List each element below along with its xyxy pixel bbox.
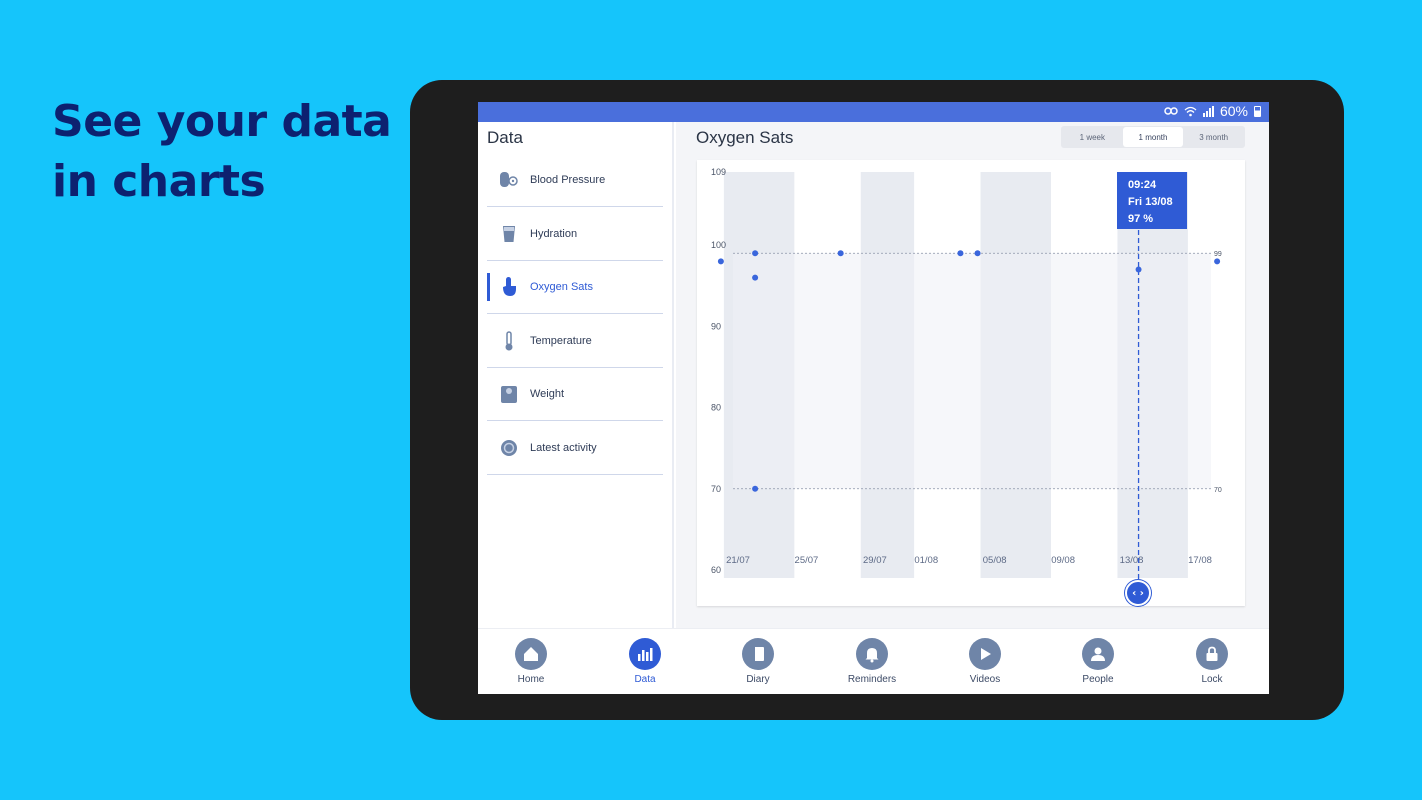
play-icon: [969, 638, 1001, 670]
x-tick-label: 13/08: [1120, 555, 1144, 566]
nav-videos[interactable]: Videos: [945, 638, 1025, 685]
data-point: [1214, 258, 1221, 265]
status-bar: 60%: [478, 102, 1269, 122]
headline-line-2: in charts: [52, 156, 266, 207]
sidebar-item-blood-pressure[interactable]: Blood Pressure: [487, 154, 663, 207]
sidebar-item-hydration[interactable]: Hydration: [487, 208, 663, 261]
nav-label: Data: [634, 674, 656, 685]
nav-diary[interactable]: Diary: [718, 638, 798, 685]
x-tick-label: 17/08: [1188, 555, 1212, 566]
nav-people[interactable]: People: [1058, 638, 1138, 685]
nav-label: Home: [517, 674, 545, 685]
tooltip-time: 09:24: [1128, 179, 1157, 191]
chart-svg: 109 100 90 80 70 60 99 70 21/07 25/07 29/07 01/08 05…: [711, 167, 1222, 580]
battery-percent: 60%: [1219, 103, 1248, 119]
nav-reminders[interactable]: Reminders: [832, 638, 912, 685]
finger-icon: [498, 276, 520, 298]
nav-label: Videos: [969, 674, 1001, 685]
range-selector: 1 week 1 month 3 month: [1061, 126, 1245, 148]
sidebar-item-label: Oxygen Sats: [530, 281, 593, 293]
x-tick-label: 29/07: [863, 555, 887, 566]
y-tick-label: 80: [711, 403, 721, 413]
data-point: [717, 258, 724, 265]
range-1-month[interactable]: 1 month: [1122, 127, 1184, 147]
diary-icon: [742, 638, 774, 670]
y-tick-label: 70: [711, 484, 721, 494]
battery-icon: [1254, 105, 1261, 117]
data-sidebar: Data Blood Pressure Hydration Oxygen Sat…: [478, 122, 674, 628]
x-tick-label: 21/07: [726, 555, 750, 566]
nav-home[interactable]: Home: [491, 638, 571, 685]
glass-icon: [498, 223, 520, 245]
reference-line-label: 99: [1214, 251, 1222, 258]
y-tick-label: 90: [711, 321, 721, 331]
data-point: [752, 485, 759, 492]
y-tick-label: 109: [711, 167, 726, 177]
wifi-icon: [1184, 106, 1197, 116]
sidebar-item-oxygen-sats[interactable]: Oxygen Sats: [487, 261, 663, 314]
signal-icon: [1202, 105, 1214, 117]
sidebar-title: Data: [487, 128, 523, 147]
nav-label: Reminders: [847, 674, 897, 685]
lock-icon: [1196, 638, 1228, 670]
chart-icon: [629, 638, 661, 670]
bell-icon: [856, 638, 888, 670]
data-point: [957, 250, 964, 257]
scale-icon: [498, 383, 520, 405]
sidebar-item-weight[interactable]: Weight: [487, 368, 663, 421]
reference-line-label: 70: [1214, 487, 1222, 494]
person-icon: [1082, 638, 1114, 670]
sidebar-item-label: Hydration: [530, 228, 578, 240]
sidebar-item-label: Latest activity: [530, 442, 597, 454]
thermometer-icon: [498, 330, 520, 352]
vpn-key-icon: [1164, 107, 1178, 115]
tooltip-value: 97 %: [1128, 213, 1154, 225]
nav-label: Lock: [1201, 674, 1223, 685]
nav-lock[interactable]: Lock: [1172, 638, 1252, 685]
chart-tooltip: 09:24 Fri 13/08 97 %: [1117, 172, 1187, 229]
y-tick-label: 60: [711, 565, 721, 575]
sidebar-item-label: Blood Pressure: [530, 174, 606, 186]
x-tick-label: 09/08: [1051, 555, 1075, 566]
app-screen: 60% Data Blood Pressure Hydration Oxygen…: [478, 102, 1269, 694]
range-1-week[interactable]: 1 week: [1079, 132, 1106, 142]
activity-icon: [498, 437, 520, 459]
nav-label: Diary: [746, 674, 770, 685]
sidebar-item-latest-activity[interactable]: Latest activity: [487, 422, 663, 475]
nav-data[interactable]: Data: [605, 638, 685, 685]
range-3-month[interactable]: 3 month: [1199, 132, 1229, 142]
data-point: [1135, 266, 1142, 273]
y-tick-label: 100: [711, 240, 726, 250]
data-point: [752, 250, 759, 257]
x-tick-label: 01/08: [914, 555, 938, 566]
home-icon: [515, 638, 547, 670]
marketing-headline: See your data in charts: [52, 92, 392, 212]
main-panel: Oxygen Sats 1 week 1 month 3 month 109 10…: [676, 122, 1269, 628]
chart-scrubber-handle[interactable]: ‹ ›: [1125, 580, 1151, 606]
blood-pressure-icon: [498, 169, 520, 191]
x-tick-label: 05/08: [983, 555, 1007, 566]
page-title: Oxygen Sats: [696, 128, 794, 147]
tooltip-date: Fri 13/08: [1128, 196, 1173, 208]
normal-range-band: [733, 253, 1211, 489]
bottom-navigation: Home Data Diary Reminders Videos: [478, 628, 1269, 694]
headline-line-1: See your data: [52, 96, 392, 147]
nav-label: People: [1082, 674, 1114, 685]
data-point: [837, 250, 844, 257]
oxygen-chart[interactable]: 109 100 90 80 70 60 99 70 21/07 25/07 29/07 01/08 05…: [697, 160, 1245, 606]
data-point: [752, 274, 759, 281]
x-tick-label: 25/07: [795, 555, 819, 566]
chevron-left-right-icon: ‹ ›: [1132, 587, 1144, 599]
sidebar-item-label: Weight: [530, 388, 565, 400]
sidebar-item-label: Temperature: [530, 335, 592, 347]
sidebar-item-temperature[interactable]: Temperature: [487, 315, 663, 368]
data-point: [974, 250, 981, 257]
